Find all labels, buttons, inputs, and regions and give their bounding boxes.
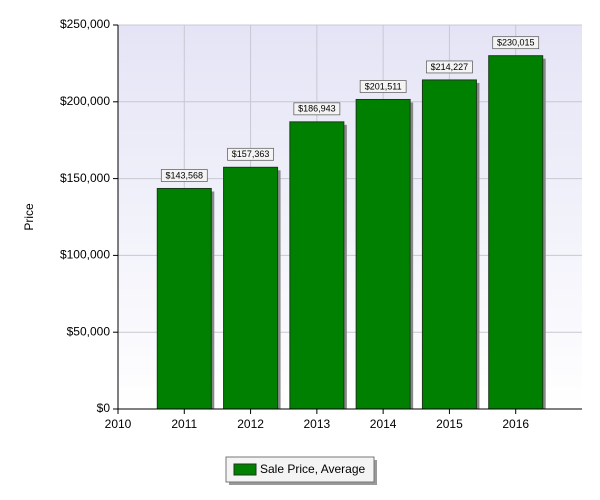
bar xyxy=(289,121,345,410)
x-tick-label: 2014 xyxy=(370,417,397,431)
y-tick-label: $0 xyxy=(97,401,111,415)
value-label-box xyxy=(227,147,274,161)
value-label-box xyxy=(492,36,540,50)
value-label-box xyxy=(426,60,473,74)
x-tick-label: 2010 xyxy=(105,417,132,431)
x-tick-label: 2013 xyxy=(304,417,331,431)
value-label: $201,511 xyxy=(365,81,402,91)
value-label: $157,363 xyxy=(232,149,270,159)
bar xyxy=(421,79,477,410)
y-tick-label: $250,000 xyxy=(60,17,110,31)
value-label-box xyxy=(160,169,208,182)
value-label: $230,015 xyxy=(497,38,535,48)
legend-swatch xyxy=(233,463,257,476)
value-label: $143,568 xyxy=(166,170,204,180)
value-label: $214,227 xyxy=(431,62,469,72)
value-label-box xyxy=(293,102,341,116)
value-label: $186,943 xyxy=(298,104,336,114)
value-label-box xyxy=(359,80,407,93)
bar xyxy=(488,55,544,410)
y-tick-label: $50,000 xyxy=(67,324,111,338)
bar xyxy=(156,187,212,410)
y-tick-label: $100,000 xyxy=(60,248,110,262)
x-tick-label: 2015 xyxy=(436,417,463,431)
x-tick-label: 2011 xyxy=(171,417,197,431)
y-axis-label: Price xyxy=(22,203,36,231)
legend-label: Sale Price, Average xyxy=(260,462,366,476)
x-tick-label: 2012 xyxy=(237,417,264,431)
y-tick-label: $150,000 xyxy=(60,171,110,185)
y-tick-label: $200,000 xyxy=(60,94,110,108)
x-tick-label: 2016 xyxy=(502,417,529,431)
bar xyxy=(223,166,279,410)
bar xyxy=(355,98,411,410)
